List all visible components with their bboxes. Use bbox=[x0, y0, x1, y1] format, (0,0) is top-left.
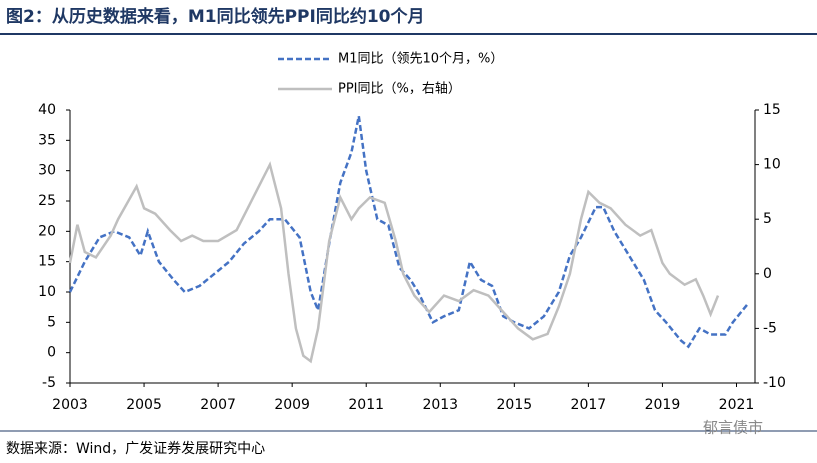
x-tick-label: 2007 bbox=[200, 397, 236, 413]
chart-title: 图2：从历史数据来看，M1同比领先PPI同比约10个月 bbox=[6, 6, 424, 27]
y2-tick-label: -10 bbox=[763, 375, 786, 391]
source: 数据来源：Wind，广发证券发展研究中心 bbox=[6, 441, 265, 457]
x-tick-label: 2017 bbox=[571, 397, 607, 413]
legend-label: M1同比（领先10个月，%） bbox=[338, 52, 503, 67]
y-tick-label: 35 bbox=[38, 132, 56, 148]
x-tick-label: 2009 bbox=[274, 397, 310, 413]
y-tick-label: 40 bbox=[38, 102, 56, 118]
y2-tick-label: 10 bbox=[763, 157, 781, 173]
series-line bbox=[68, 161, 720, 364]
y-tick-label: 25 bbox=[38, 193, 56, 209]
x-tick-label: 2019 bbox=[645, 397, 681, 413]
y-tick-label: 20 bbox=[38, 223, 56, 239]
x-tick-label: 2011 bbox=[348, 397, 384, 413]
legend-label: PPI同比（%，右轴） bbox=[338, 82, 461, 97]
y-tick-label: -5 bbox=[42, 375, 56, 391]
series-line bbox=[68, 115, 749, 349]
x-tick-label: 2021 bbox=[719, 397, 755, 413]
x-tick-label: 2005 bbox=[126, 397, 162, 413]
y-tick-label: 15 bbox=[38, 254, 56, 270]
y2-tick-label: 0 bbox=[763, 266, 772, 282]
x-tick-label: 2013 bbox=[422, 397, 458, 413]
y-tick-label: 0 bbox=[47, 345, 56, 361]
x-tick-label: 2015 bbox=[497, 397, 533, 413]
y2-tick-label: 15 bbox=[763, 102, 781, 118]
y-tick-label: 5 bbox=[47, 314, 56, 330]
y2-tick-label: 5 bbox=[763, 211, 772, 227]
y-tick-label: 10 bbox=[38, 284, 56, 300]
watermark: 郁言债市 bbox=[703, 419, 763, 437]
x-tick-label: 2003 bbox=[52, 397, 88, 413]
y2-tick-label: -5 bbox=[763, 320, 777, 336]
y-tick-label: 30 bbox=[38, 163, 56, 179]
